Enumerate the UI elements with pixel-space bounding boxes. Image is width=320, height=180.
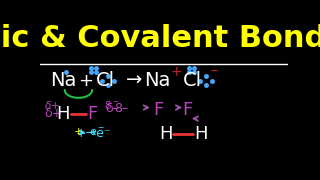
- Text: F: F: [183, 101, 193, 119]
- Text: →: →: [125, 71, 142, 90]
- Text: $8^-$: $8^-$: [104, 99, 119, 111]
- Text: +: +: [171, 65, 182, 79]
- Text: –: –: [210, 65, 217, 79]
- Text: δ–: δ–: [106, 102, 120, 115]
- Text: 8–: 8–: [115, 102, 129, 115]
- Text: F: F: [153, 101, 163, 119]
- Text: e$^-$: e$^-$: [89, 127, 105, 138]
- Text: +: +: [78, 71, 93, 89]
- Text: Ionic & Covalent Bonding: Ionic & Covalent Bonding: [0, 24, 320, 53]
- Text: H: H: [56, 105, 70, 123]
- Text: H: H: [159, 125, 172, 143]
- Text: +→e⁻: +→e⁻: [76, 127, 111, 140]
- Text: $\delta$+: $\delta$+: [44, 100, 60, 111]
- Text: F: F: [87, 105, 97, 123]
- Text: +: +: [74, 127, 83, 138]
- Text: Na: Na: [144, 71, 171, 90]
- Text: Na: Na: [50, 71, 76, 90]
- Text: H: H: [194, 125, 207, 143]
- Text: Cl: Cl: [183, 71, 202, 90]
- Text: Cl: Cl: [96, 71, 115, 90]
- Text: δ+: δ+: [44, 107, 63, 120]
